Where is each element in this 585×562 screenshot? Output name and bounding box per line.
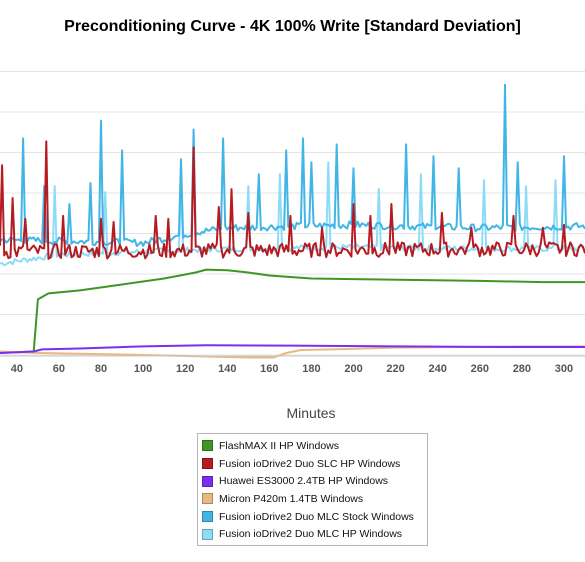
gridlines bbox=[0, 71, 585, 356]
legend-item[interactable]: Fusion ioDrive2 Duo MLC HP Windows bbox=[202, 525, 427, 543]
x-tick-label: 140 bbox=[218, 363, 236, 375]
legend-label: Huawei ES3000 2.4TB HP Windows bbox=[219, 475, 389, 488]
legend-swatch bbox=[202, 440, 213, 452]
series-line-1 bbox=[0, 268, 585, 354]
x-tick-label: 80 bbox=[95, 363, 107, 375]
x-axis-label: Minutes bbox=[286, 405, 335, 421]
series-line-5 bbox=[0, 83, 585, 247]
series-line-2 bbox=[0, 140, 585, 260]
legend-label: Fusion ioDrive2 Duo SLC HP Windows bbox=[219, 457, 401, 470]
x-tick-label: 200 bbox=[344, 363, 362, 375]
legend-label: Fusion ioDrive2 Duo MLC HP Windows bbox=[219, 528, 403, 541]
x-tick-label: 160 bbox=[260, 363, 278, 375]
legend-label: Fusion ioDrive2 Duo MLC Stock Windows bbox=[219, 510, 414, 523]
legend-swatch bbox=[202, 528, 213, 540]
legend-item[interactable]: FlashMAX II HP Windows bbox=[202, 437, 427, 455]
x-tick-label: 280 bbox=[513, 363, 531, 375]
legend-item[interactable]: Fusion ioDrive2 Duo SLC HP Windows bbox=[202, 455, 427, 473]
legend-item[interactable]: Huawei ES3000 2.4TB HP Windows bbox=[202, 472, 427, 490]
x-tick-label: 100 bbox=[134, 363, 152, 375]
legend: FlashMAX II HP Windows Fusion ioDrive2 Du… bbox=[197, 433, 428, 546]
x-tick-label: 60 bbox=[53, 363, 65, 375]
x-tick-label: 220 bbox=[386, 363, 404, 375]
x-tick-label: 180 bbox=[302, 363, 320, 375]
x-tick-label: 260 bbox=[471, 363, 489, 375]
x-tick-labels: 40 60 80 100 120 140 160 180 200 220 240 260 280 300 bbox=[11, 363, 573, 375]
legend-swatch bbox=[202, 458, 213, 470]
legend-swatch bbox=[202, 475, 213, 487]
legend-label: FlashMAX II HP Windows bbox=[219, 439, 340, 452]
x-tick-label: 240 bbox=[429, 363, 447, 375]
chart-title: Preconditioning Curve - 4K 100% Write [S… bbox=[64, 18, 521, 35]
legend-swatch bbox=[202, 493, 213, 505]
series-lines bbox=[0, 83, 585, 359]
x-tick-label: 40 bbox=[11, 363, 23, 375]
legend-item[interactable]: Fusion ioDrive2 Duo MLC Stock Windows bbox=[202, 508, 427, 526]
legend-item[interactable]: Micron P420m 1.4TB Windows bbox=[202, 490, 427, 508]
x-tick-label: 120 bbox=[176, 363, 194, 375]
legend-label: Micron P420m 1.4TB Windows bbox=[219, 492, 364, 505]
series-line-3 bbox=[0, 344, 585, 354]
x-tick-label: 300 bbox=[555, 363, 573, 375]
legend-swatch bbox=[202, 511, 213, 523]
